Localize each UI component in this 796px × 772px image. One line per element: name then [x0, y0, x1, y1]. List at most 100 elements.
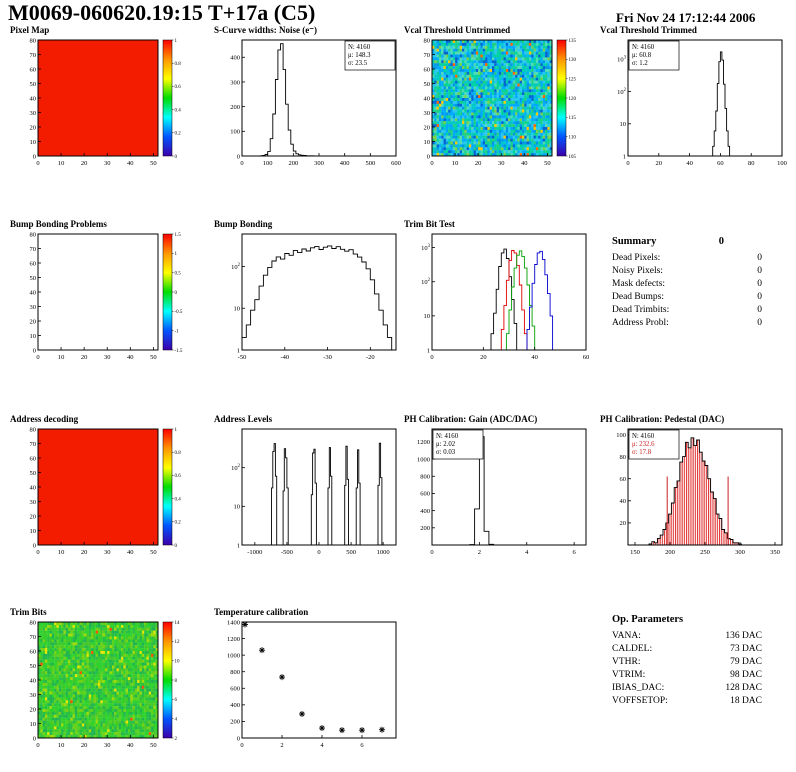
svg-text:0: 0 [237, 153, 240, 160]
svg-text:0: 0 [36, 742, 39, 749]
svg-text:125: 125 [569, 77, 577, 82]
svg-text:0: 0 [237, 735, 240, 742]
svg-text:10: 10 [620, 121, 627, 128]
svg-text:20: 20 [480, 354, 487, 361]
svg-text:0.8: 0.8 [175, 62, 182, 67]
svg-text:150: 150 [630, 549, 640, 556]
svg-text:Trim Bit Test: Trim Bit Test [404, 219, 455, 229]
svg-text:100: 100 [777, 160, 787, 167]
svg-text:70: 70 [30, 246, 37, 253]
svg-text:50: 50 [150, 160, 157, 167]
chart-bump-bonding-problems: Bump Bonding Problems 0 10 20 30 40 50 0 10 20 30 4… [8, 218, 204, 370]
svg-text:0: 0 [240, 160, 243, 167]
svg-text:2: 2 [175, 737, 178, 742]
svg-text:12: 12 [175, 640, 181, 645]
svg-text:80: 80 [30, 619, 37, 626]
svg-text:0: 0 [430, 549, 433, 556]
svg-text:350: 350 [770, 549, 780, 556]
summary-row-label: Dead Trimbits: [612, 305, 670, 315]
op-parameters-title: Op. Parameters [612, 614, 684, 625]
svg-text:0: 0 [33, 153, 36, 160]
svg-text:40: 40 [686, 160, 693, 167]
svg-text:40: 40 [30, 289, 37, 296]
chart-pixel-map: Pixel Map 0 10 20 30 40 50 0 10 20 30 40 50 60 70 80 1 0.… [8, 24, 204, 176]
op-parameter-label: VTRIM: [612, 670, 646, 680]
svg-text:70: 70 [424, 52, 431, 59]
op-parameter-value: 18 DAC [730, 696, 762, 706]
op-parameter-label: VOFFSETOP: [612, 696, 668, 706]
svg-text:60: 60 [30, 455, 37, 462]
summary-row-label: Dead Pixels: [612, 253, 661, 263]
svg-text:10: 10 [30, 721, 37, 728]
op-parameter-value: 98 DAC [730, 670, 762, 680]
svg-text:20: 20 [620, 520, 627, 527]
svg-text:-1000: -1000 [247, 549, 262, 556]
op-parameters-panel: Op. Parameters VANA: 136 DAC CALDEL: 73 … [612, 614, 762, 708]
summary-panel: Summary 0 Dead Pixels: 0 Noisy Pixels: 0… [612, 236, 762, 330]
chart-address-levels: Address Levels -1000 -500 0 500 1000 1 10 102 [212, 413, 408, 565]
svg-text:1: 1 [175, 39, 178, 44]
svg-text:80: 80 [30, 231, 37, 238]
op-parameter-label: VTHR: [612, 657, 641, 667]
svg-text:60: 60 [620, 476, 627, 483]
svg-text:1: 1 [623, 153, 626, 160]
svg-text:80: 80 [620, 454, 627, 461]
svg-text:120: 120 [569, 97, 577, 102]
svg-text:40: 40 [30, 95, 37, 102]
svg-text:102: 102 [421, 278, 431, 286]
svg-text:30: 30 [30, 692, 37, 699]
svg-text:40: 40 [127, 354, 134, 361]
svg-text:1000: 1000 [227, 652, 240, 659]
svg-text:1400: 1400 [227, 619, 240, 626]
svg-text:Vcal Threshold Trimmed: Vcal Threshold Trimmed [600, 25, 697, 35]
svg-text:4: 4 [525, 549, 529, 556]
svg-text:0: 0 [33, 735, 36, 742]
svg-text:200: 200 [230, 104, 240, 111]
summary-row: Noisy Pixels: 0 [612, 265, 762, 278]
svg-text:20: 20 [475, 160, 482, 167]
summary-row-value: 0 [757, 279, 762, 289]
svg-text:0: 0 [175, 291, 178, 296]
svg-text:0.5: 0.5 [175, 271, 182, 276]
svg-text:8: 8 [175, 679, 178, 684]
svg-text:Trim Bits: Trim Bits [10, 607, 47, 617]
svg-text:30: 30 [30, 499, 37, 506]
svg-text:N: 4160: N: 4160 [436, 433, 459, 440]
summary-row: Dead Pixels: 0 [612, 252, 762, 265]
svg-text:70: 70 [30, 52, 37, 59]
svg-text:30: 30 [30, 304, 37, 311]
svg-text:40: 40 [531, 354, 538, 361]
svg-text:500: 500 [365, 160, 375, 167]
summary-row: Mask defects: 0 [612, 278, 762, 291]
svg-text:10: 10 [30, 333, 37, 340]
svg-text:60: 60 [717, 160, 724, 167]
svg-text:40: 40 [521, 160, 528, 167]
svg-text:400: 400 [340, 160, 350, 167]
svg-text:0: 0 [33, 347, 36, 354]
svg-text:20: 20 [81, 160, 88, 167]
svg-text:0: 0 [36, 549, 39, 556]
chart-address-decoding: Address decoding 0 10 20 30 40 50 0 10 20 30 40 50 60… [8, 413, 204, 565]
svg-text:60: 60 [30, 260, 37, 267]
page-title: M0069-060620.19:15 T+17a (C5) [8, 0, 316, 25]
chart-ph-calibration-pedestal: PH Calibration: Pedestal (DAC) 150 200 250 3… [598, 413, 794, 565]
chart-ph-calibration-gain: PH Calibration: Gain (ADC/DAC) 0 2 4 6 200 400… [402, 413, 598, 565]
svg-text:10: 10 [58, 160, 64, 167]
svg-text:800: 800 [420, 474, 430, 481]
chart-bump-bonding: Bump Bonding -50 -40 -30 -20 1 10 102 [212, 218, 408, 370]
svg-text:6: 6 [175, 698, 178, 703]
svg-text:-1.5: -1.5 [175, 349, 183, 354]
svg-text:100: 100 [616, 432, 626, 439]
svg-text:-30: -30 [323, 354, 332, 361]
svg-text:50: 50 [150, 354, 157, 361]
summary-row-value: 0 [757, 305, 762, 315]
svg-text:50: 50 [30, 275, 37, 282]
svg-text:4: 4 [320, 742, 324, 749]
svg-text:2: 2 [280, 742, 283, 749]
svg-text:μ: 232.6: μ: 232.6 [632, 441, 655, 448]
svg-text:6: 6 [573, 549, 577, 556]
svg-text:σ: 1.2: σ: 1.2 [632, 60, 648, 67]
op-parameter-row: VANA: 136 DAC [612, 630, 762, 643]
svg-text:70: 70 [30, 441, 37, 448]
chart-trim-bits: Trim Bits 0 10 20 30 40 50 0 10 20 30 40 50 60 70 80 14 1… [8, 606, 204, 758]
